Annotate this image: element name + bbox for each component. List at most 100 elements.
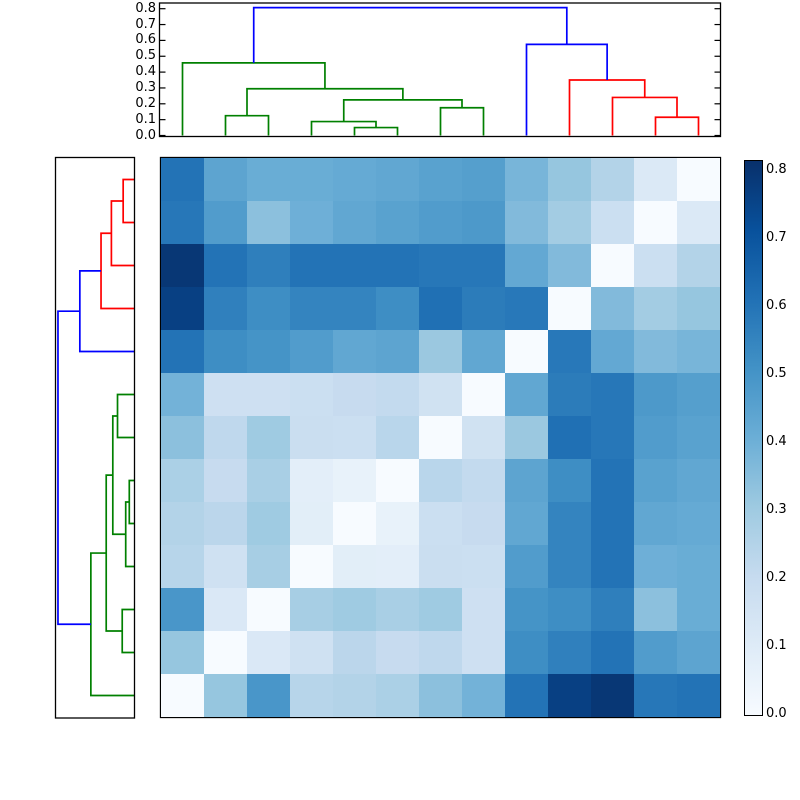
heatmap-cell: [290, 631, 333, 674]
dendrogram-link: [181, 62, 326, 136]
heatmap-cell: [505, 588, 548, 631]
colorbar-tick-label: 0.4: [766, 433, 787, 449]
heatmap-cell: [376, 330, 419, 373]
heatmap-cell: [462, 330, 505, 373]
dendrogram-link: [353, 126, 399, 136]
heatmap-cell: [677, 674, 720, 717]
heatmap-cell: [634, 545, 677, 588]
heatmap-cell: [505, 416, 548, 459]
heatmap-cell: [634, 330, 677, 373]
heatmap-cell: [376, 631, 419, 674]
dendrogram-link: [252, 6, 568, 63]
heatmap-cell: [290, 330, 333, 373]
heatmap-cell: [462, 545, 505, 588]
heatmap-cell: [548, 674, 591, 717]
heatmap-cell: [161, 416, 204, 459]
heatmap-cell: [591, 631, 634, 674]
dendrogram-link: [57, 310, 91, 626]
heatmap-cell: [204, 201, 247, 244]
heatmap-cell: [677, 373, 720, 416]
heatmap-cell: [591, 158, 634, 201]
heatmap-cell: [505, 459, 548, 502]
heatmap-cell: [204, 459, 247, 502]
heatmap-cell: [548, 158, 591, 201]
heatmap-cell: [548, 287, 591, 330]
heatmap-cell: [677, 416, 720, 459]
heatmap-cell: [247, 674, 290, 717]
heatmap-cell: [548, 588, 591, 631]
heatmap-cell: [462, 588, 505, 631]
heatmap-cell: [247, 158, 290, 201]
heatmap-cell: [333, 545, 376, 588]
heatmap-cell: [462, 502, 505, 545]
dendrogram-link: [128, 479, 134, 525]
heatmap-cell: [677, 459, 720, 502]
dendrogram-link: [121, 608, 134, 654]
dendrogram-link: [525, 43, 608, 136]
heatmap-cell: [634, 502, 677, 545]
top-dendrogram-frame: [158, 2, 722, 138]
heatmap-cell: [591, 201, 634, 244]
heatmap-cell: [376, 588, 419, 631]
heatmap-cell: [677, 330, 720, 373]
heatmap-cell: [419, 588, 462, 631]
heatmap-cell: [677, 502, 720, 545]
heatmap-cell: [419, 201, 462, 244]
heatmap-cell: [161, 201, 204, 244]
heatmap-cell: [419, 502, 462, 545]
y-axis-tick-label: 0.4: [135, 64, 156, 80]
heatmap-cell: [161, 459, 204, 502]
heatmap-cell: [505, 674, 548, 717]
heatmap-cell: [634, 631, 677, 674]
heatmap-cell: [634, 201, 677, 244]
heatmap-cell: [591, 588, 634, 631]
heatmap-cell: [419, 287, 462, 330]
colorbar-tick-label: 0.5: [766, 365, 787, 381]
heatmap-cell: [204, 588, 247, 631]
dendrogram-link: [111, 415, 126, 536]
heatmap-cell: [204, 674, 247, 717]
heatmap-cell: [419, 373, 462, 416]
heatmap-cell: [247, 502, 290, 545]
y-axis-tick-label: 0.7: [135, 16, 156, 32]
y-axis-tick-label: 0.6: [135, 32, 156, 48]
dendrogram-link: [78, 270, 134, 353]
heatmap-cell: [419, 330, 462, 373]
heatmap-cell: [548, 459, 591, 502]
heatmap-cell: [333, 588, 376, 631]
heatmap-cell: [290, 287, 333, 330]
heatmap-cell: [204, 373, 247, 416]
y-axis-tick-label: 0.8: [135, 0, 156, 16]
heatmap-cell: [376, 674, 419, 717]
heatmap-cell: [634, 416, 677, 459]
heatmap-cell: [505, 244, 548, 287]
heatmap-cell: [290, 588, 333, 631]
heatmap-cell: [204, 502, 247, 545]
dendrogram-link: [105, 474, 123, 632]
dendrogram-link: [310, 120, 377, 136]
heatmap-cell: [462, 287, 505, 330]
heatmap-cell: [161, 502, 204, 545]
dendrogram-link: [224, 114, 270, 136]
heatmap-cell: [247, 330, 290, 373]
heatmap-cell: [548, 201, 591, 244]
heatmap-cell: [376, 373, 419, 416]
y-axis-tick-label: 0.3: [135, 79, 156, 95]
y-axis-tick-label: 0.2: [135, 95, 156, 111]
heatmap-cell: [290, 158, 333, 201]
dendrogram-link: [568, 79, 646, 136]
heatmap-cell: [333, 674, 376, 717]
heatmap-cell: [333, 330, 376, 373]
heatmap-cell: [591, 244, 634, 287]
heatmap-cell: [677, 588, 720, 631]
colorbar-tick-label: 0.2: [766, 569, 787, 585]
heatmap-cell: [548, 244, 591, 287]
heatmap-cell: [376, 287, 419, 330]
heatmap-cell: [591, 545, 634, 588]
y-axis-tick-label: 0.5: [135, 48, 156, 64]
heatmap-cell: [634, 244, 677, 287]
heatmap-cell: [591, 373, 634, 416]
heatmap-cell: [505, 631, 548, 674]
